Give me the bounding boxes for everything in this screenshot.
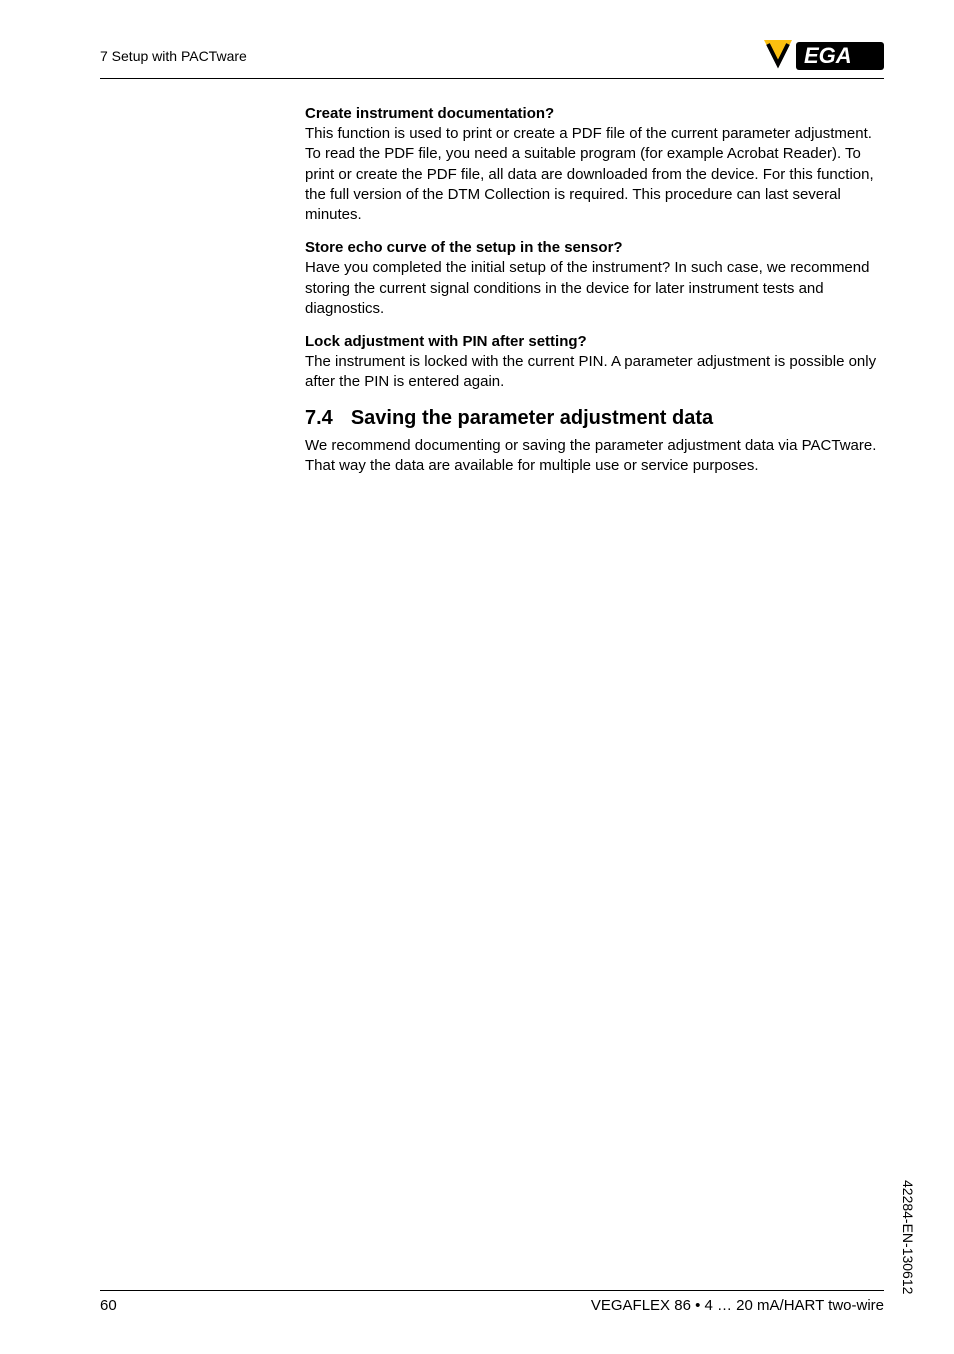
section-title: Saving the parameter adjustment data bbox=[351, 407, 713, 429]
product-info: VEGAFLEX 86 • 4 … 20 mA/HART two-wire bbox=[591, 1297, 884, 1314]
section-number: 7.4 bbox=[305, 407, 333, 430]
subsection2-body: Have you completed the initial setup of … bbox=[305, 258, 884, 319]
vega-logo: EGA bbox=[764, 40, 884, 72]
subsection3-body: The instrument is locked with the curren… bbox=[305, 352, 884, 393]
header-section-title: 7 Setup with PACTware bbox=[100, 48, 247, 64]
subsection1-body: This function is used to print or create… bbox=[305, 124, 884, 225]
subsection2-heading: Store echo curve of the setup in the sen… bbox=[305, 239, 884, 256]
subsection3-heading: Lock adjustment with PIN after setting? bbox=[305, 333, 884, 350]
main-content: Create instrument documentation? This fu… bbox=[305, 105, 884, 490]
svg-text:EGA: EGA bbox=[804, 43, 852, 68]
page-number: 60 bbox=[100, 1297, 117, 1314]
doc-id: 42284-EN-130612 bbox=[900, 1180, 916, 1294]
main-section-body: We recommend documenting or saving the p… bbox=[305, 436, 884, 477]
page-footer: 60 VEGAFLEX 86 • 4 … 20 mA/HART two-wire bbox=[100, 1290, 884, 1314]
subsection1-heading: Create instrument documentation? bbox=[305, 105, 884, 122]
page-header: 7 Setup with PACTware EGA bbox=[100, 40, 884, 79]
main-section-heading: 7.4 Saving the parameter adjustment data bbox=[305, 407, 884, 430]
